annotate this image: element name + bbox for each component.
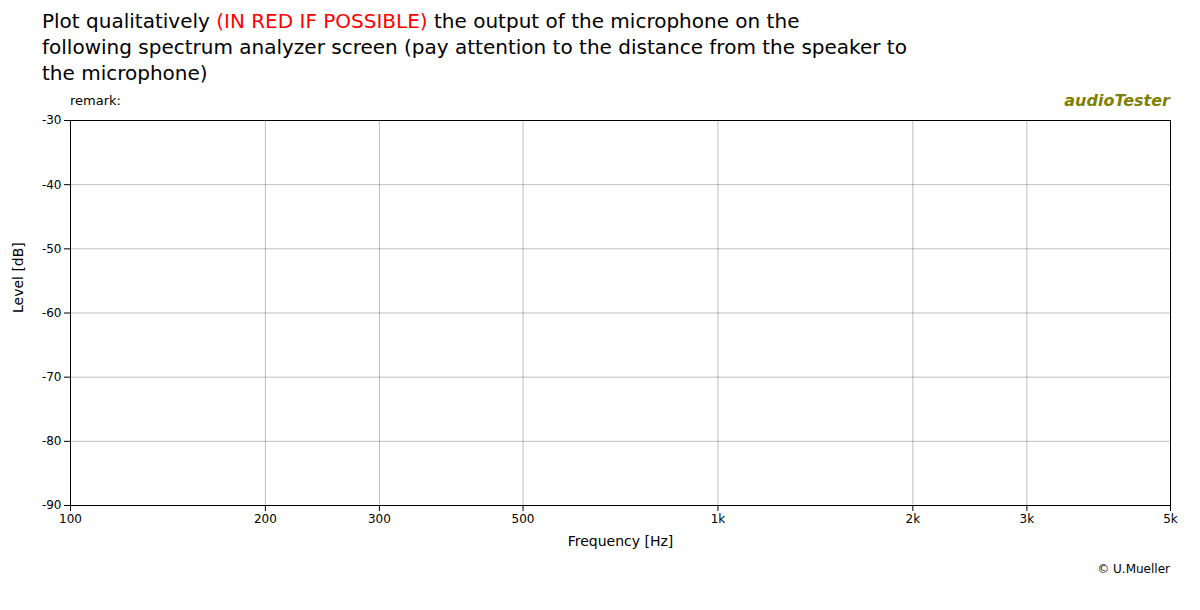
html-text:following spectrum analyzer sc: following spectrum analyzer screen (pay … (42, 35, 907, 59)
svg-text:300: 300 (368, 512, 391, 526)
svg-text:-40: -40 (42, 178, 62, 192)
svg-text:3k: 3k (1020, 512, 1035, 526)
html-text:Plot qualitatively (IN RED IF: Plot qualitatively (IN RED IF POSSIBLE) … (42, 9, 800, 33)
svg-text:-90: -90 (42, 498, 62, 512)
svg-text:-80: -80 (42, 434, 62, 448)
svg-text:-50: -50 (42, 242, 62, 256)
svg-text:500: 500 (512, 512, 535, 526)
svg-text:2k: 2k (906, 512, 921, 526)
svg-text:-30: -30 (42, 113, 62, 127)
html-text:the microphone): the microphone) (42, 61, 208, 85)
html-text:© U.Mueller: © U.Mueller (1097, 562, 1170, 576)
svg-text:Level [dB]: Level [dB] (10, 242, 26, 313)
html-text:audioTester: audioTester (1064, 91, 1170, 110)
svg-text:5k: 5k (1163, 512, 1178, 526)
svg-text:-70: -70 (42, 370, 62, 384)
svg-text:200: 200 (254, 512, 277, 526)
svg-text:100: 100 (59, 512, 82, 526)
svg-text:1k: 1k (711, 512, 726, 526)
svg-text:Frequency [Hz]: Frequency [Hz] (568, 533, 674, 549)
svg-text:-60: -60 (42, 306, 62, 320)
html-text:remark:: remark: (70, 93, 121, 108)
